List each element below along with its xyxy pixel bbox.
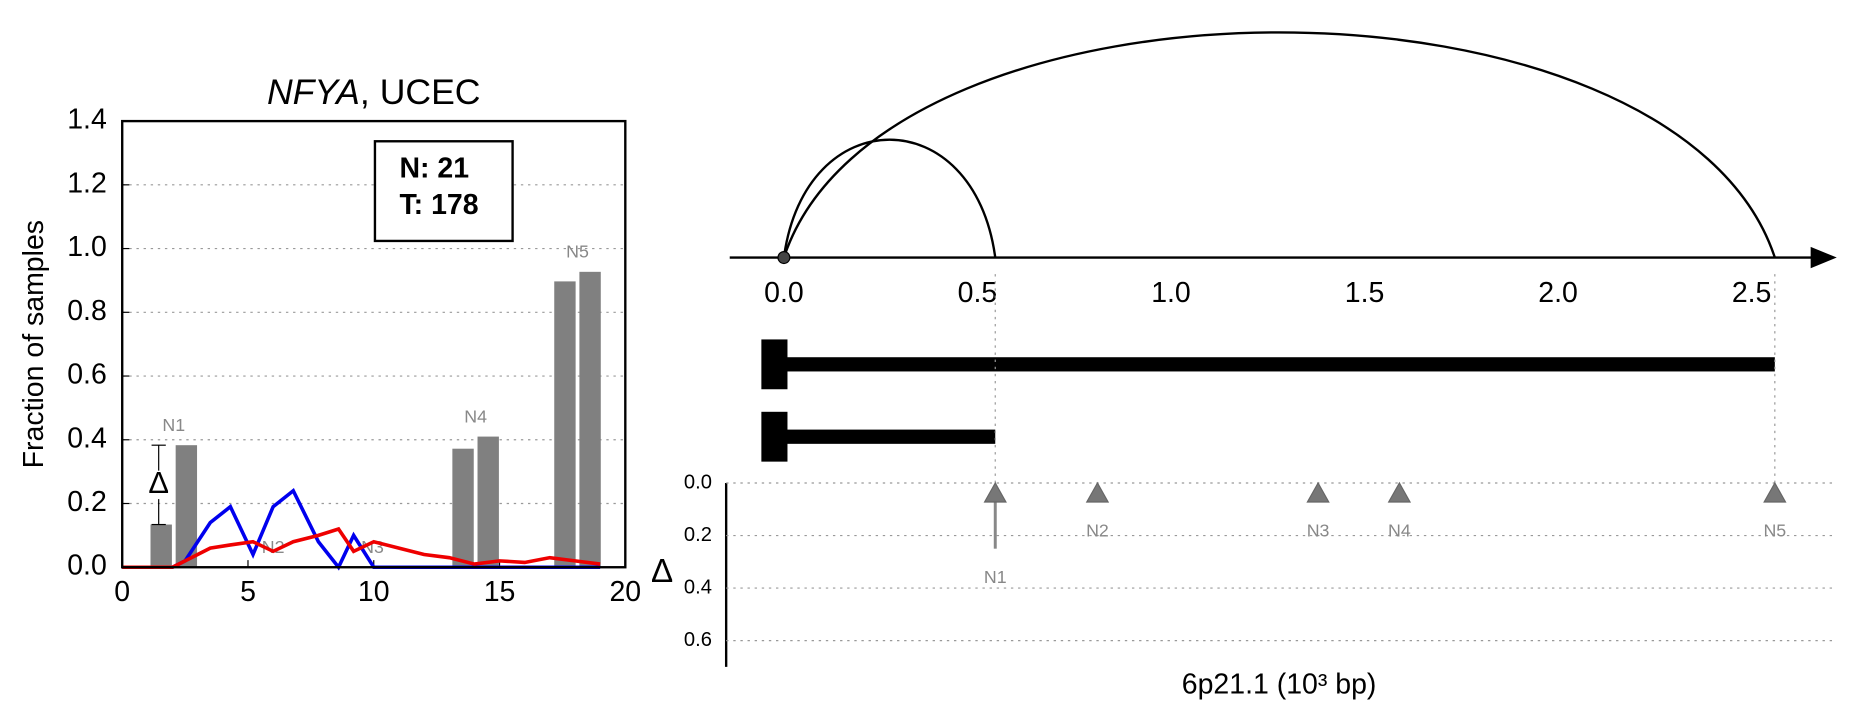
title-cohort: , UCEC [360, 72, 481, 112]
bar [477, 436, 499, 568]
counts-box [373, 140, 514, 243]
node-label: N3 [1307, 520, 1330, 540]
group-label: N1 [162, 415, 185, 435]
origin-dot [777, 251, 791, 265]
y-axis-label: Δ [651, 553, 673, 590]
bar [579, 271, 601, 568]
title-gene: NFYA [267, 72, 360, 112]
x-tick-label: 20 [609, 576, 641, 608]
node-label: N2 [1086, 520, 1109, 540]
y-tick-label: 0.6 [67, 359, 107, 391]
x-tick-label: 2.5 [1732, 277, 1772, 309]
bar [554, 281, 576, 568]
x-tick-label: 5 [240, 576, 256, 608]
delta-label: Δ [148, 465, 169, 500]
y-tick-label: 1.0 [67, 231, 107, 263]
transcript [783, 429, 996, 444]
plot-frame [121, 119, 627, 569]
x-tick-label: 0.5 [958, 277, 998, 309]
transcript-cap [761, 411, 788, 462]
node-marker [1763, 481, 1787, 503]
arc [782, 31, 1776, 258]
x-tick-label: 0 [114, 576, 130, 608]
count-label: N: 21 [399, 152, 469, 184]
transcript [783, 357, 1775, 372]
count-label: T: 178 [399, 189, 478, 221]
node-marker [1306, 481, 1330, 503]
node-label: N5 [1763, 520, 1786, 540]
y-tick-label: 0.0 [684, 471, 712, 493]
bar [452, 448, 474, 568]
y-tick-label: 0.6 [684, 629, 712, 651]
y-tick-label: 0.2 [684, 524, 712, 546]
delta-bg [144, 470, 173, 500]
x-tick-label: 1.0 [1151, 277, 1191, 309]
y-axis-label: Fraction of samples [18, 220, 50, 468]
line-series [122, 526, 601, 570]
y-tick-label: 1.2 [67, 167, 107, 199]
group-label: N2 [262, 537, 285, 557]
y-tick-label: 0.4 [684, 576, 712, 598]
node-marker [1387, 481, 1412, 503]
axis-arrow [1810, 246, 1837, 269]
x-tick-label: 1.5 [1345, 277, 1385, 309]
y-tick-label: 0.2 [67, 486, 107, 518]
transcript-cap [761, 339, 788, 390]
group-label: N4 [464, 406, 487, 426]
x-tick-label: 10 [358, 576, 390, 608]
node-label: N1 [984, 567, 1007, 587]
node-marker [1085, 481, 1110, 503]
group-label: N5 [566, 242, 589, 262]
x-tick-label: 15 [484, 576, 516, 608]
arc [782, 138, 997, 258]
node-marker [983, 481, 1007, 503]
x-axis-label: 6p21.1 (10³ bp) [1182, 668, 1377, 700]
x-tick-label: 0.0 [764, 277, 804, 309]
y-tick-label: 0.0 [67, 550, 107, 582]
bar [175, 445, 198, 568]
y-tick-label: 1.4 [67, 104, 107, 136]
chart-title: NFYA, UCEC [267, 72, 481, 112]
y-tick-label: 0.4 [67, 422, 107, 454]
node-label: N4 [1388, 520, 1411, 540]
bar [150, 524, 172, 568]
y-tick-label: 0.8 [67, 295, 107, 327]
x-tick-label: 2.0 [1538, 277, 1578, 309]
